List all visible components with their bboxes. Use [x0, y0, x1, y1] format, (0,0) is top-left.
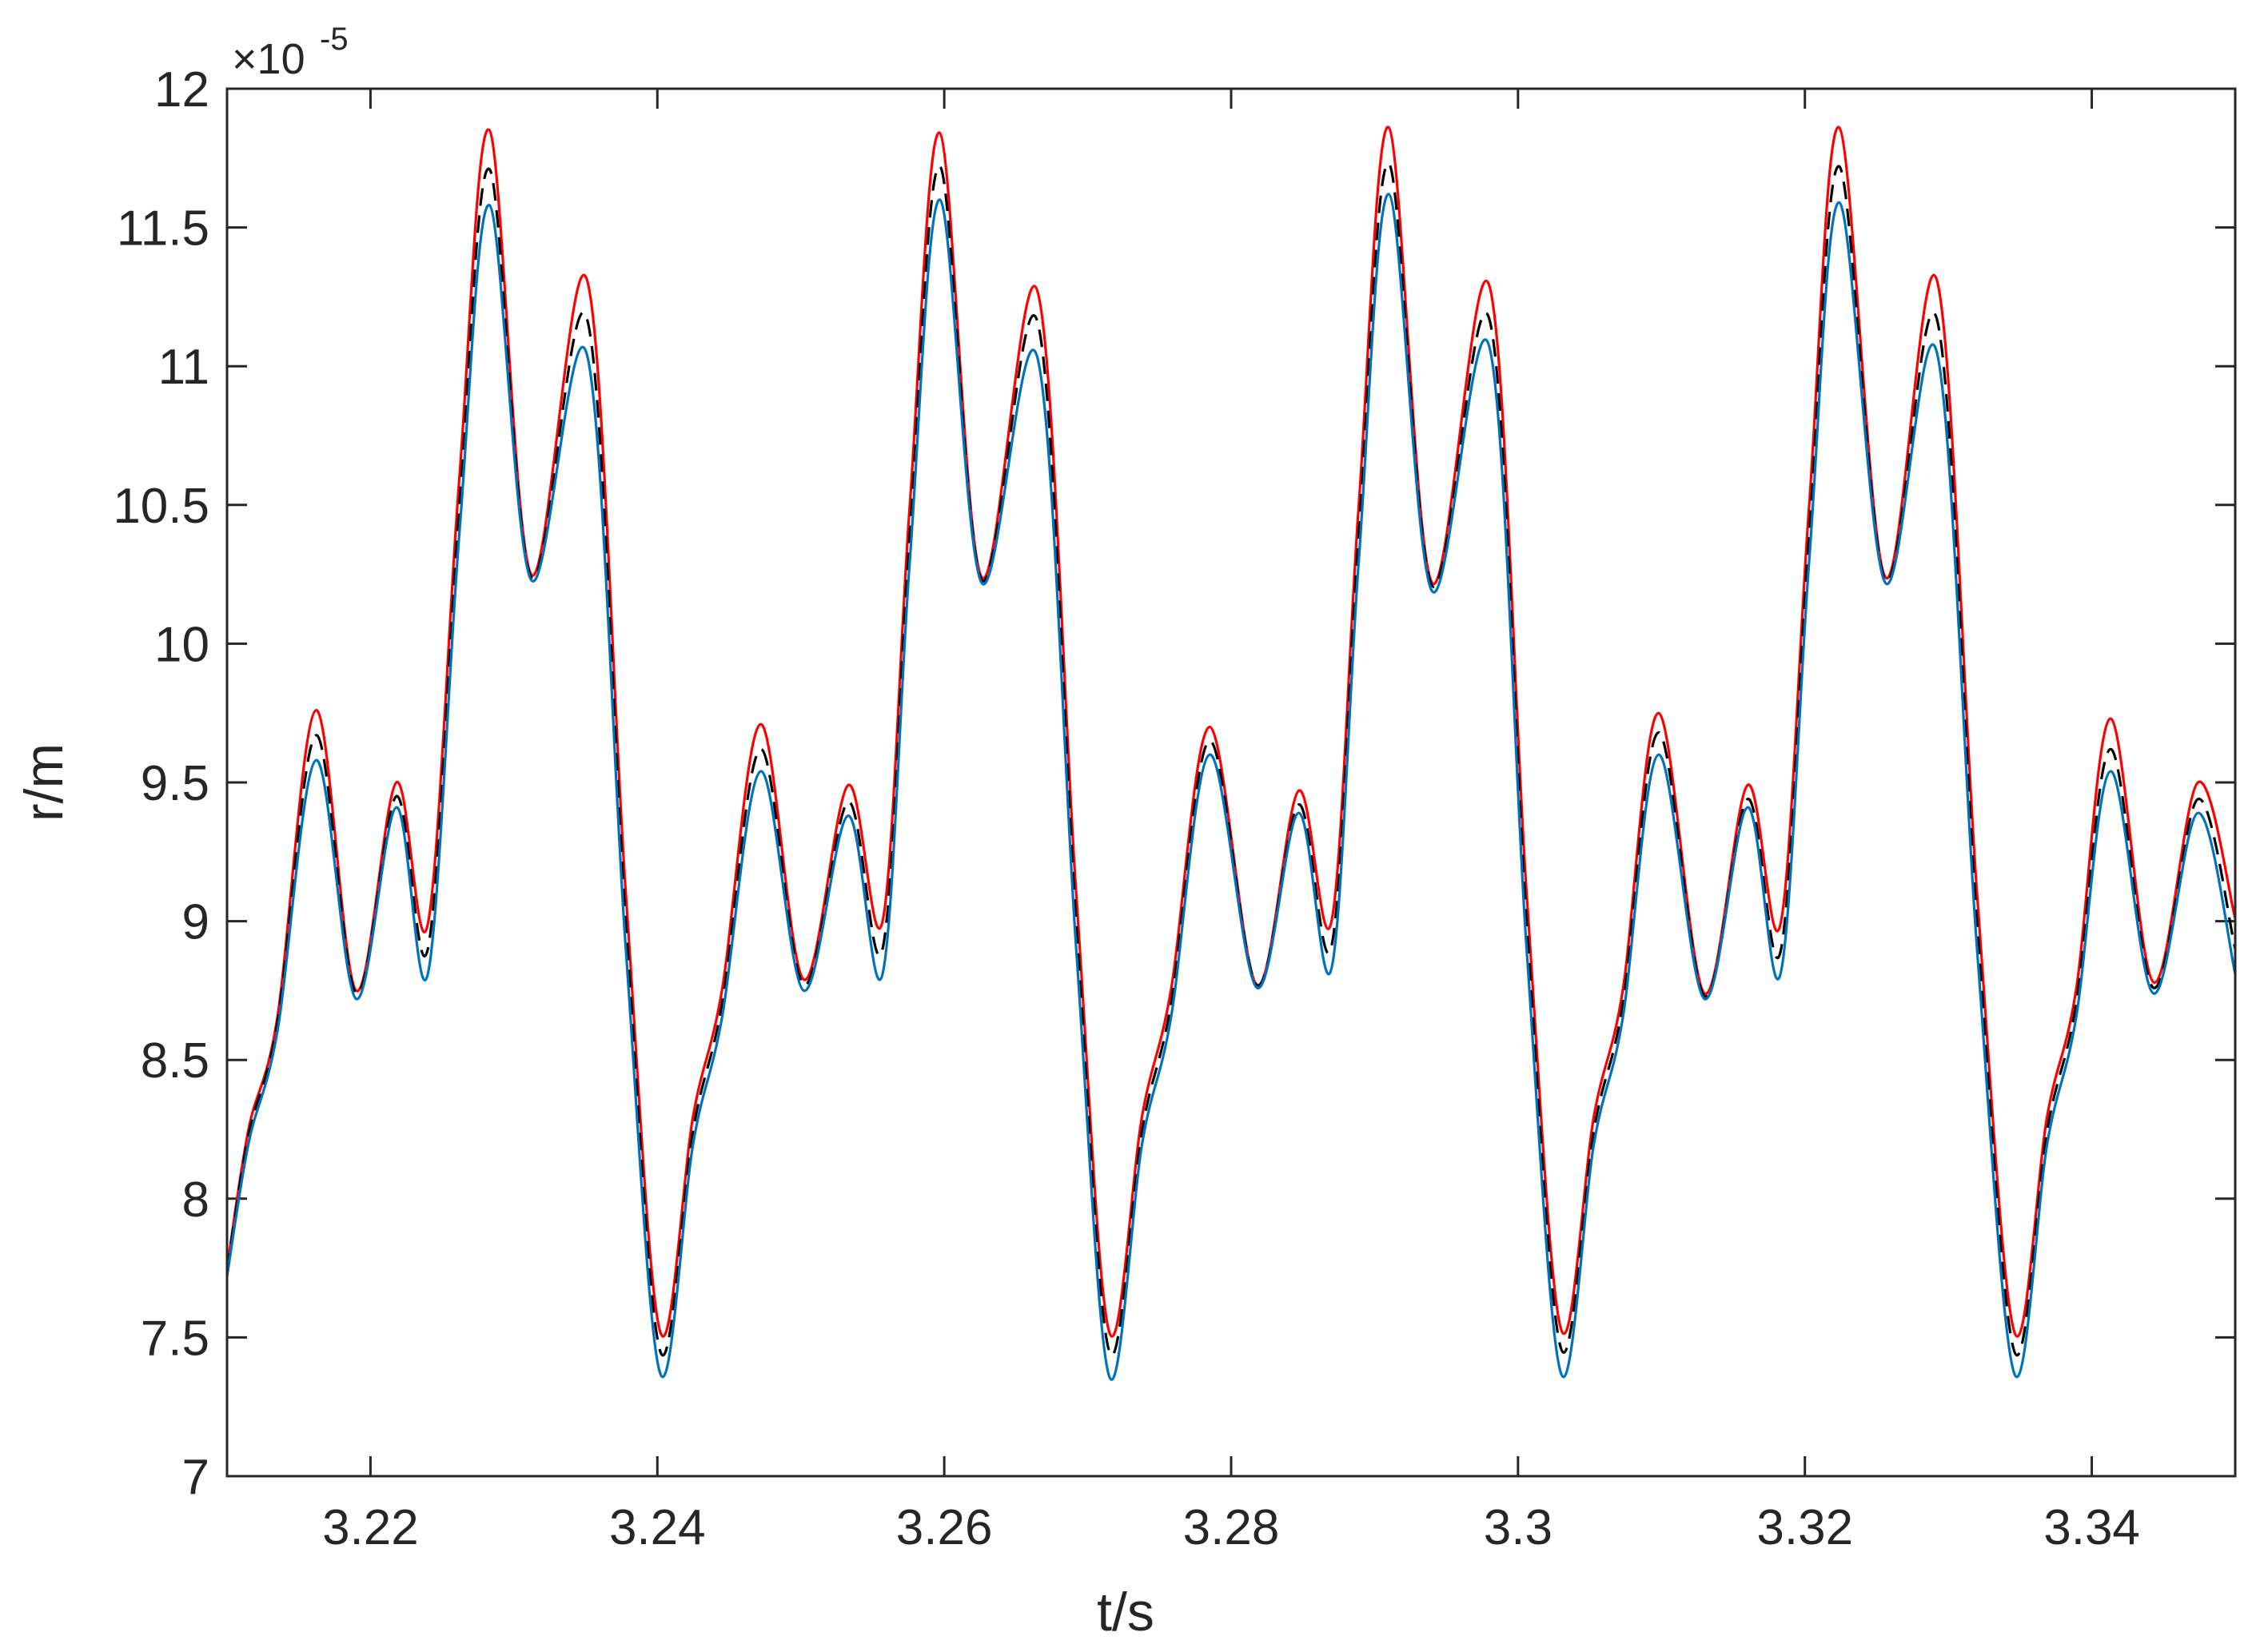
- y-tick-label: 11.5: [117, 201, 209, 257]
- x-tick-label: 3.24: [609, 1500, 706, 1555]
- x-axis-label: t/s: [1097, 1582, 1154, 1642]
- x-tick-label: 3.3: [1484, 1500, 1552, 1555]
- y-tick-label: 7.5: [141, 1311, 209, 1366]
- y-tick-label: 7: [182, 1450, 209, 1505]
- y-multiplier: ×10: [232, 35, 305, 83]
- y-tick-label: 10: [154, 617, 209, 672]
- y-multiplier-exponent: -5: [320, 22, 349, 57]
- x-tick-label: 3.26: [896, 1500, 993, 1555]
- y-tick-label: 8: [182, 1172, 209, 1228]
- y-tick-label: 12: [154, 62, 209, 117]
- axes-box: [225, 87, 2237, 1478]
- y-tick-label: 8.5: [141, 1033, 209, 1089]
- plot-area: [227, 89, 2235, 1476]
- y-axis-label: r/m: [14, 743, 74, 822]
- series-line: [225, 125, 2237, 1338]
- x-tick-label: 3.32: [1756, 1500, 1853, 1555]
- series-line: [225, 162, 2237, 1357]
- y-tick-label: 9: [182, 895, 209, 950]
- x-tick-label: 3.28: [1183, 1500, 1280, 1555]
- x-tick-label: 3.34: [2043, 1500, 2140, 1555]
- y-tick-label: 10.5: [113, 479, 209, 534]
- y-tick-label: 9.5: [141, 756, 209, 811]
- x-tick-label: 3.22: [322, 1500, 419, 1555]
- y-tick-label: 11: [158, 340, 209, 395]
- series-line: [225, 193, 2237, 1381]
